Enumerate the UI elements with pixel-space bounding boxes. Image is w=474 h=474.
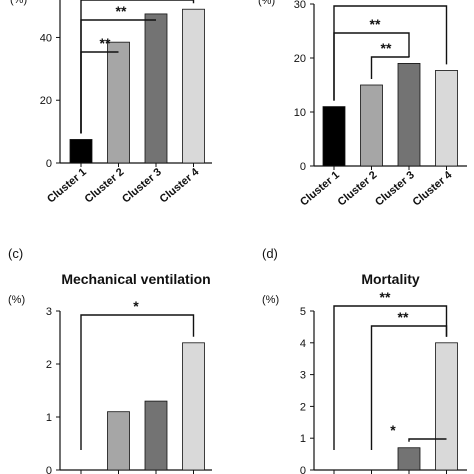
y-tick-label: 5 bbox=[300, 306, 306, 318]
significance-label: ** bbox=[116, 3, 127, 19]
bar-cluster-4 bbox=[435, 70, 458, 167]
panel-label: (d) bbox=[262, 246, 278, 261]
x-tick-label: Cluster 1 bbox=[45, 166, 89, 205]
x-tick-label: Cluster 2 bbox=[336, 169, 380, 208]
y-unit-label: (%) bbox=[10, 0, 27, 6]
y-tick-label: 10 bbox=[294, 107, 306, 119]
x-tick-label: Cluster 4 bbox=[411, 169, 455, 209]
bar-cluster-4 bbox=[435, 342, 458, 471]
significance-label: ** bbox=[100, 35, 111, 51]
x-tick-label: Cluster 3 bbox=[120, 166, 164, 205]
y-tick-label: 1 bbox=[46, 412, 52, 424]
y-tick-label: 2 bbox=[46, 359, 52, 371]
y-tick-label: 0 bbox=[46, 465, 52, 474]
significance-bracket bbox=[408, 438, 447, 442]
bar-cluster-1 bbox=[322, 106, 346, 167]
significance-label: * bbox=[390, 422, 396, 438]
y-tick-label: 3 bbox=[300, 370, 306, 382]
significance-label: * bbox=[133, 298, 139, 314]
panel-label: (c) bbox=[8, 246, 23, 261]
y-tick-label: 0 bbox=[46, 158, 52, 170]
y-unit-label: (%) bbox=[8, 294, 25, 306]
bar-cluster-2 bbox=[107, 411, 130, 471]
significance-label: ** bbox=[381, 40, 392, 56]
y-tick-label: 0 bbox=[300, 161, 306, 173]
y-unit-label: (%) bbox=[262, 294, 279, 306]
bar-cluster-2 bbox=[107, 41, 130, 164]
significance-bracket bbox=[80, 314, 195, 450]
y-tick-label: 0 bbox=[300, 465, 306, 474]
bar-cluster-1 bbox=[69, 139, 93, 164]
y-unit-label: (%) bbox=[258, 0, 275, 7]
significance-bracket bbox=[80, 0, 195, 134]
bar-cluster-4 bbox=[182, 342, 205, 471]
y-tick-label: 2 bbox=[300, 401, 306, 413]
significance-label: ** bbox=[380, 289, 391, 305]
bar-cluster-3 bbox=[144, 400, 168, 471]
y-tick-label: 4 bbox=[300, 338, 306, 350]
significance-label: ** bbox=[370, 16, 381, 32]
y-tick-label: 1 bbox=[300, 433, 306, 445]
x-tick-label: Cluster 3 bbox=[373, 169, 417, 208]
x-tick-label: Cluster 2 bbox=[83, 166, 127, 205]
significance-bracket bbox=[333, 5, 448, 101]
y-tick-label: 3 bbox=[46, 306, 52, 318]
y-tick-label: 20 bbox=[294, 53, 306, 65]
x-tick-label: Cluster 4 bbox=[158, 166, 202, 206]
y-tick-label: 40 bbox=[40, 32, 52, 44]
bar-cluster-3 bbox=[144, 13, 168, 164]
x-tick-label: Cluster 1 bbox=[298, 169, 342, 208]
bar-cluster-3 bbox=[397, 447, 421, 471]
bar-cluster-4 bbox=[182, 8, 205, 164]
bar-cluster-2 bbox=[360, 84, 383, 167]
y-tick-label: 30 bbox=[294, 0, 306, 11]
chart-title: Mechanical ventilation bbox=[61, 271, 210, 287]
chart-panel-3: (c) Mechanical ventilation (%) 0 1 2 3 * bbox=[8, 246, 212, 474]
bar-cluster-3 bbox=[397, 63, 421, 167]
significance-label: ** bbox=[398, 309, 409, 325]
significance-bracket bbox=[333, 305, 448, 450]
y-tick-label: 20 bbox=[40, 95, 52, 107]
chart-title: Mortality bbox=[361, 271, 420, 287]
